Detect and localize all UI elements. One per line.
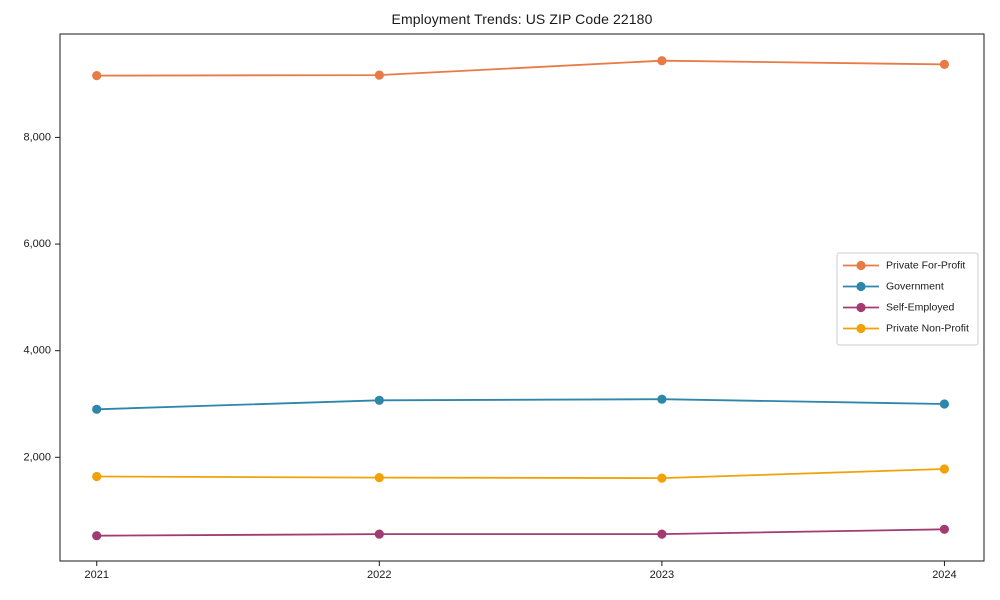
legend-label: Self-Employed (886, 302, 954, 314)
x-tick-label: 2024 (932, 569, 956, 581)
y-tick-label: 4,000 (23, 345, 51, 357)
data-point-government-2024 (939, 399, 950, 409)
data-point-government-2022 (374, 395, 384, 405)
data-point-government-2021 (92, 404, 102, 414)
legend-item-self-employed: Self-Employed (843, 302, 954, 314)
series-line-self-employed (96, 528, 945, 537)
series-line-private-for-profit (96, 59, 945, 77)
x-tick-label: 2022 (367, 569, 391, 581)
data-point-private-for-profit-2023 (657, 56, 667, 66)
series-line-government (96, 398, 945, 411)
data-point-private-non-profit-2022 (374, 473, 384, 483)
legend-item-private-non-profit: Private Non-Profit (843, 323, 969, 335)
legend: Private For-Profit Government Self-Employe… (836, 252, 979, 346)
y-tick-label: 2,000 (23, 451, 51, 463)
data-point-private-for-profit-2021 (92, 71, 102, 81)
legend-item-government: Government (843, 281, 944, 293)
y-tick-label: 8,000 (23, 131, 51, 143)
data-point-self-employed-2023 (657, 529, 667, 539)
legend-label: Government (886, 281, 944, 293)
data-point-private-for-profit-2024 (939, 59, 950, 69)
legend-box (836, 252, 979, 346)
data-point-private-non-profit-2024 (939, 464, 950, 474)
x-tick-label: 2023 (650, 569, 674, 581)
legend-swatch-marker (856, 281, 866, 292)
legend-swatch-marker (856, 260, 866, 271)
data-point-private-non-profit-2021 (92, 471, 102, 482)
legend-item-private-for-profit: Private For-Profit (843, 260, 965, 272)
series-line-private-non-profit (96, 468, 945, 480)
data-point-self-employed-2022 (374, 529, 384, 539)
x-tick-label: 2021 (84, 569, 108, 581)
data-point-government-2023 (657, 394, 667, 404)
plot-border (59, 33, 985, 562)
data-point-self-employed-2024 (939, 524, 950, 534)
y-tick-label: 6,000 (23, 238, 51, 250)
legend-swatch-marker (856, 323, 866, 334)
data-point-private-non-profit-2023 (657, 473, 667, 483)
data-point-self-employed-2021 (92, 531, 102, 541)
data-point-private-for-profit-2022 (374, 70, 384, 80)
legend-label: Private Non-Profit (886, 323, 969, 335)
legend-swatch-marker (856, 302, 866, 313)
legend-label: Private For-Profit (886, 260, 965, 272)
chart-title: Employment Trends: US ZIP Code 22180 (391, 11, 653, 27)
